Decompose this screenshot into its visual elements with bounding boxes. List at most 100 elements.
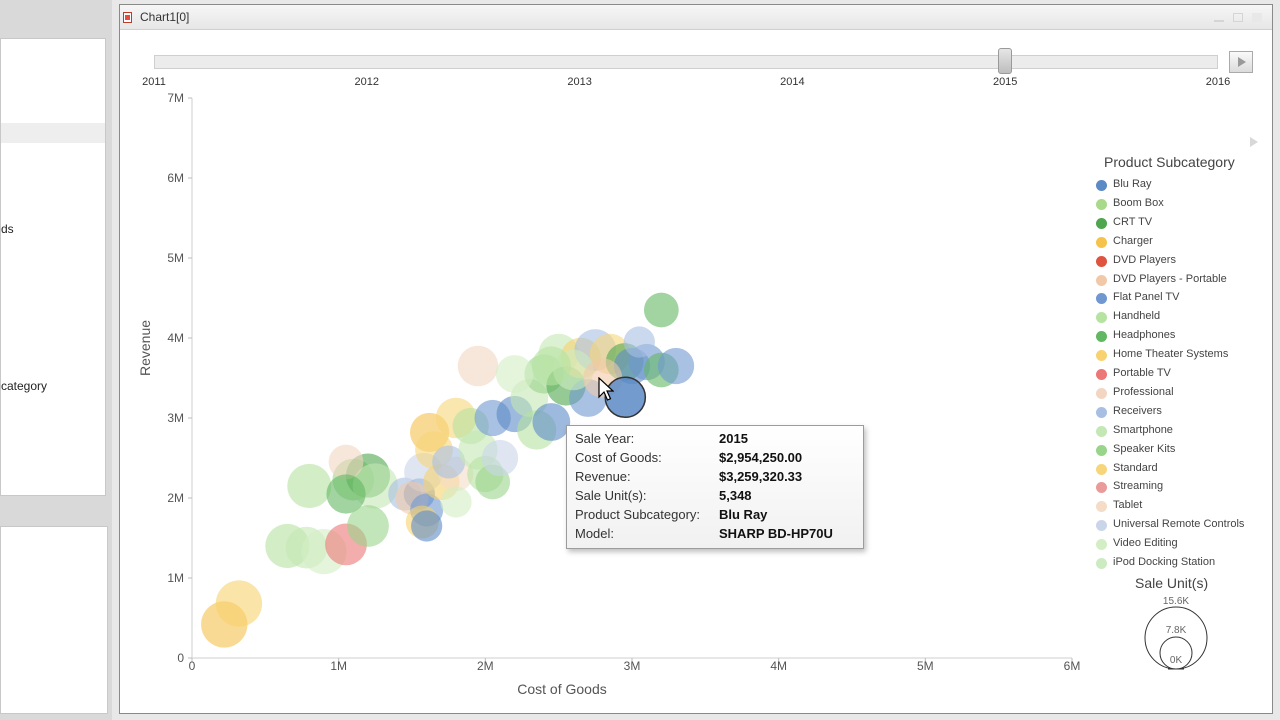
x-tick-label: 1M: [330, 659, 347, 673]
legend-swatch: [1096, 312, 1107, 324]
bubble-speaker-kits: [347, 505, 389, 547]
legend-swatch: [1096, 520, 1107, 532]
bubble-video-editing: [495, 355, 534, 393]
y-tick-label: 6M: [167, 171, 184, 185]
legend-label: iPod Docking Station: [1113, 556, 1216, 568]
window-titlebar[interactable]: Chart1[0]: [120, 5, 1272, 30]
bubble-headphones: [326, 474, 366, 514]
x-tick-label: 6M: [1064, 659, 1081, 673]
legend-label: Speaker Kits: [1113, 442, 1176, 455]
left-card-bottom: [0, 526, 108, 714]
bubble-handheld: [531, 346, 571, 386]
legend-label: Standard: [1113, 461, 1158, 474]
legend-swatch: [1096, 350, 1107, 362]
legend-swatch: [1096, 482, 1107, 494]
x-axis-title: Cost of Goods: [517, 681, 607, 697]
legend-swatch: [1096, 425, 1107, 437]
size-legend-title: Sale Unit(s): [1135, 575, 1209, 591]
year-label: 2011: [142, 76, 166, 88]
legend-label: Video Editing: [1113, 537, 1178, 550]
legend-label: DVD Players: [1113, 253, 1176, 266]
legend-label: Headphones: [1113, 329, 1176, 342]
y-axis-title: Revenue: [137, 320, 153, 376]
legend-swatch: [1096, 293, 1107, 305]
tooltip-label: Cost of Goods:: [575, 450, 662, 465]
y-tick-label: 3M: [167, 411, 184, 425]
legend-label: Streaming: [1113, 480, 1164, 493]
bubble-handheld: [287, 463, 332, 509]
tooltip-label: Product Subcategory:: [575, 507, 701, 522]
legend-swatch: [1096, 558, 1107, 569]
legend-label: Flat Panel TV: [1113, 291, 1180, 304]
x-tick-label: 0: [189, 659, 196, 673]
legend-label: Universal Remote Controls: [1113, 518, 1245, 531]
close-icon[interactable]: [1252, 13, 1262, 22]
y-tick-label: 7M: [167, 91, 184, 105]
tooltip-value: $2,954,250.00: [719, 450, 803, 465]
year-label: 2015: [992, 76, 1018, 88]
left-card-top: ds category: [0, 38, 106, 496]
color-legend-title: Product Subcategory: [1104, 154, 1235, 170]
x-tick-label: 4M: [770, 659, 787, 673]
legend-label: Professional: [1113, 385, 1174, 398]
legend-label: Receivers: [1113, 404, 1162, 417]
highlighted-bubble: [604, 376, 647, 419]
tooltip-label: Sale Year:: [575, 431, 635, 446]
legend-swatch: [1096, 274, 1107, 286]
mouse-cursor-icon: [598, 377, 614, 401]
year-label: 2012: [354, 76, 380, 88]
tooltip-label: Model:: [575, 526, 615, 541]
x-tick-label: 2M: [477, 659, 494, 673]
left-panel: ds category: [0, 0, 112, 720]
tooltip-label: Revenue:: [575, 469, 631, 484]
legend-label: Portable TV: [1113, 367, 1171, 379]
legend-swatch: [1096, 331, 1107, 343]
legend-swatch: [1096, 198, 1107, 210]
year-slider-track[interactable]: [154, 55, 1218, 69]
legend-label: Smartphone: [1113, 423, 1173, 436]
legend-label: Tablet: [1113, 499, 1143, 512]
legend-swatch: [1096, 217, 1107, 229]
left-text-fragment: category: [1, 379, 48, 393]
tooltip-value: 2015: [719, 431, 748, 446]
y-tick-label: 1M: [167, 571, 184, 585]
bubble-receivers: [432, 445, 466, 479]
bubble-chart: 0 1M 2M 3M 4M 5M 6M 0 1M 2M 3M 4M 5M 6M 7M Cost of Good…: [137, 91, 1208, 697]
bubble-blu-ray: [532, 403, 571, 441]
legend-swatch: [1096, 180, 1107, 191]
bubble-headphones: [643, 292, 679, 328]
bubble-professional: [457, 345, 499, 387]
year-slider-thumb[interactable]: [998, 48, 1013, 74]
legend-swatch: [1096, 387, 1107, 399]
legend-swatch: [1096, 369, 1107, 380]
legend-swatch: [1096, 236, 1107, 248]
bubble-flat-panel-tv: [657, 347, 695, 385]
tooltip-value: 5,348: [719, 488, 752, 503]
restore-icon[interactable]: [1233, 13, 1243, 22]
legend-label: CRT TV: [1113, 215, 1153, 228]
minimize-icon[interactable]: [1214, 13, 1224, 22]
bubble-professional: [328, 444, 364, 480]
window-title: Chart1[0]: [140, 10, 190, 24]
y-tick-label: 0: [177, 651, 184, 665]
legend-swatch: [1096, 406, 1107, 418]
legend-swatch: [1096, 539, 1107, 551]
chart-file-icon: [123, 12, 132, 23]
legend-swatch: [1096, 444, 1107, 456]
left-text-fragment: ds: [1, 222, 14, 236]
legend-next-icon[interactable]: [1250, 137, 1258, 147]
bubble-home-theater-systems: [215, 580, 263, 627]
bubble-receivers: [623, 326, 655, 358]
play-button[interactable]: [1229, 51, 1253, 73]
year-label: 2016: [1205, 76, 1231, 88]
left-selected-row[interactable]: [1, 123, 105, 143]
legend-swatch: [1096, 255, 1107, 267]
legend-label: Charger: [1113, 234, 1153, 247]
x-tick-label: 3M: [624, 659, 641, 673]
tooltip-value: $3,259,320.33: [719, 469, 803, 484]
y-tick-label: 5M: [167, 251, 184, 265]
tooltip-value: Blu Ray: [719, 507, 768, 522]
y-tick-label: 2M: [167, 491, 184, 505]
year-label: 2014: [780, 76, 805, 88]
legend-swatch: [1096, 463, 1107, 475]
